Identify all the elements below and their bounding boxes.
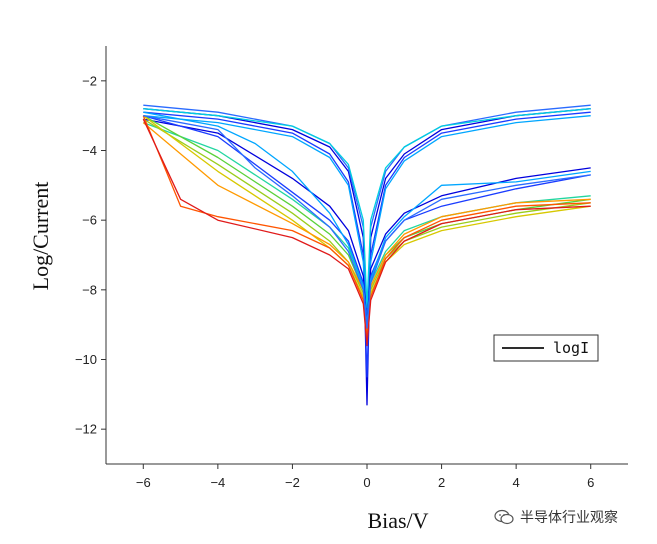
y-ticks: −12 −10 −8 −6 −4 −2 xyxy=(75,73,106,437)
y-tick-label: −12 xyxy=(75,422,97,437)
y-tick-label: −2 xyxy=(82,73,97,88)
x-tick-label: 6 xyxy=(587,475,594,490)
watermark-text: 半导体行业观察 xyxy=(520,510,618,526)
x-ticks: −6 −4 −2 0 2 4 6 xyxy=(136,464,594,490)
sweep-curve-4 xyxy=(143,108,591,308)
x-tick-label: −4 xyxy=(210,475,225,490)
x-tick-label: 2 xyxy=(438,475,445,490)
legend: logI xyxy=(493,334,599,362)
x-tick-label: 0 xyxy=(363,475,370,490)
y-tick-label: −10 xyxy=(75,352,97,367)
y-tick-label: −4 xyxy=(82,143,97,158)
x-tick-label: −2 xyxy=(285,475,300,490)
sweep-curve-13 xyxy=(142,118,591,347)
legend-label: logI xyxy=(553,339,589,357)
x-tick-label: 4 xyxy=(513,475,520,490)
watermark: 半导体行业观察 xyxy=(494,506,618,528)
sweep-curves xyxy=(142,104,591,406)
sweep-curve-1 xyxy=(143,111,591,378)
x-axis-title: Bias/V xyxy=(367,508,428,533)
y-axis-title: Log/Current xyxy=(28,182,53,291)
y-tick-label: −6 xyxy=(82,213,97,228)
x-tick-label: −6 xyxy=(136,475,151,490)
y-tick-label: −8 xyxy=(82,282,97,297)
wechat-icon xyxy=(494,509,514,525)
sweep-curve-15 xyxy=(143,115,591,329)
sweep-curve-0 xyxy=(143,108,591,406)
